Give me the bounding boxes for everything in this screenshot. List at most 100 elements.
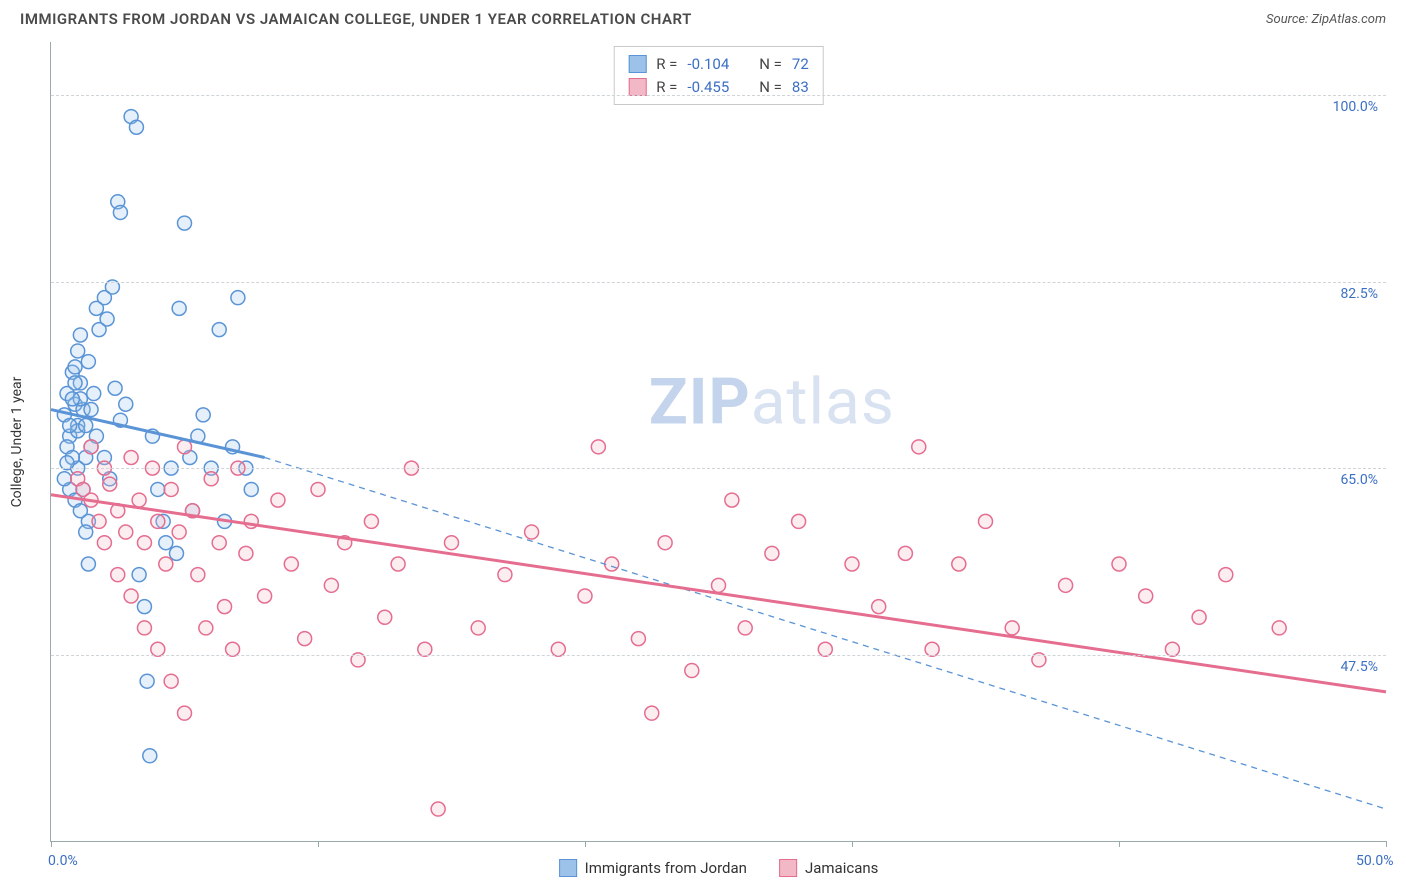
- data-point: [164, 482, 178, 496]
- stat-n-value: 72: [792, 53, 809, 76]
- trend-line: [51, 495, 1386, 692]
- data-point: [284, 557, 298, 571]
- data-point: [164, 674, 178, 688]
- x-tick: [1119, 841, 1120, 847]
- x-tick: [51, 841, 52, 847]
- data-point: [172, 301, 186, 315]
- data-point: [100, 312, 114, 326]
- data-point: [231, 291, 245, 305]
- data-point: [578, 589, 592, 603]
- gridline: [51, 95, 1386, 96]
- legend-swatch: [628, 55, 646, 73]
- data-point: [952, 557, 966, 571]
- data-point: [324, 578, 338, 592]
- data-point: [178, 706, 192, 720]
- data-point: [685, 664, 699, 678]
- source-label: Source:: [1266, 12, 1308, 27]
- data-point: [81, 355, 95, 369]
- data-point: [712, 578, 726, 592]
- y-tick-label: 82.5%: [1340, 286, 1378, 302]
- data-point: [143, 749, 157, 763]
- data-point: [124, 589, 138, 603]
- x-tick: [585, 841, 586, 847]
- data-point: [137, 536, 151, 550]
- data-point: [159, 536, 173, 550]
- data-point: [979, 514, 993, 528]
- data-point: [87, 387, 101, 401]
- legend-swatch: [779, 859, 797, 877]
- data-point: [140, 674, 154, 688]
- data-point: [872, 600, 886, 614]
- scatter-svg: [51, 42, 1386, 841]
- data-point: [151, 514, 165, 528]
- x-tick-label: 0.0%: [48, 853, 78, 869]
- data-point: [204, 472, 218, 486]
- data-point: [97, 536, 111, 550]
- data-point: [108, 381, 122, 395]
- data-point: [63, 419, 77, 433]
- data-point: [84, 440, 98, 454]
- data-point: [1139, 589, 1153, 603]
- data-point: [765, 546, 779, 560]
- data-point: [212, 536, 226, 550]
- legend-label: Jamaicans: [805, 859, 878, 877]
- data-point: [898, 546, 912, 560]
- data-point: [65, 392, 79, 406]
- stat-r-label: R =: [656, 53, 677, 76]
- gridline: [51, 655, 1386, 656]
- gridline: [51, 468, 1386, 469]
- data-point: [73, 328, 87, 342]
- data-point: [725, 493, 739, 507]
- trend-line: [265, 457, 1386, 809]
- data-point: [199, 621, 213, 635]
- gridline: [51, 282, 1386, 283]
- data-point: [239, 546, 253, 560]
- data-point: [311, 482, 325, 496]
- data-point: [169, 546, 183, 560]
- data-point: [271, 493, 285, 507]
- data-point: [1192, 610, 1206, 624]
- data-point: [159, 557, 173, 571]
- legend-label: Immigrants from Jordan: [585, 859, 747, 877]
- data-point: [57, 472, 71, 486]
- legend-item: Immigrants from Jordan: [559, 859, 747, 877]
- data-point: [113, 205, 127, 219]
- data-point: [129, 120, 143, 134]
- data-point: [218, 600, 232, 614]
- data-point: [111, 568, 125, 582]
- x-tick: [1386, 841, 1387, 847]
- data-point: [792, 514, 806, 528]
- x-tick-label: 50.0%: [1356, 853, 1394, 869]
- stats-row: R =-0.104N =72: [628, 53, 809, 76]
- stat-r-value: -0.104: [687, 53, 729, 76]
- y-tick-label: 47.5%: [1340, 659, 1378, 675]
- data-point: [1112, 557, 1126, 571]
- legend-swatch: [559, 859, 577, 877]
- data-point: [498, 568, 512, 582]
- data-point: [658, 536, 672, 550]
- data-point: [196, 408, 210, 422]
- data-point: [92, 514, 106, 528]
- data-point: [137, 621, 151, 635]
- data-point: [471, 621, 485, 635]
- data-point: [445, 536, 459, 550]
- data-point: [132, 568, 146, 582]
- data-point: [258, 589, 272, 603]
- y-tick-label: 65.0%: [1340, 472, 1378, 488]
- data-point: [591, 440, 605, 454]
- data-point: [1272, 621, 1286, 635]
- data-point: [738, 621, 752, 635]
- data-point: [84, 403, 98, 417]
- y-axis-label: College, Under 1 year: [9, 376, 25, 507]
- data-point: [79, 525, 93, 539]
- data-point: [212, 323, 226, 337]
- data-point: [73, 504, 87, 518]
- legend-swatch: [628, 78, 646, 96]
- data-point: [431, 802, 445, 816]
- data-point: [119, 397, 133, 411]
- data-point: [525, 525, 539, 539]
- data-point: [1219, 568, 1233, 582]
- source-value: ZipAtlas.com: [1311, 12, 1386, 27]
- data-point: [151, 482, 165, 496]
- data-point: [364, 514, 378, 528]
